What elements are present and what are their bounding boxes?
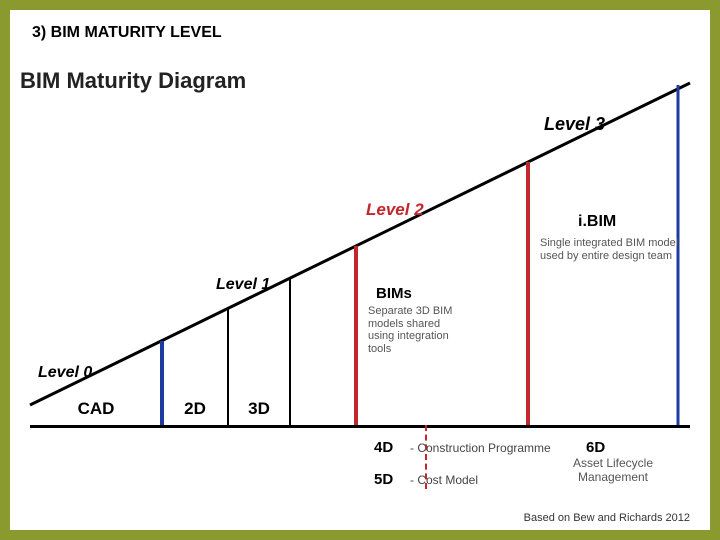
row-label-5d: 5D <box>374 471 393 488</box>
stage-desc-0: Separate 3D BIMmodels sharedusing integr… <box>368 305 518 356</box>
baseline <box>30 425 690 428</box>
slide-heading-text: 3) BIM MATURITY LEVEL <box>32 24 222 41</box>
level-label-2: Level 2 <box>366 200 424 220</box>
slide-frame: 3) BIM MATURITY LEVEL BIM Maturity Diagr… <box>0 0 720 540</box>
stage-desc-1: Single integrated BIM modelused by entir… <box>540 237 720 262</box>
diagram-title-text: BIM Maturity Diagram <box>20 68 246 93</box>
divider-0 <box>160 105 164 495</box>
divider-2 <box>289 105 291 495</box>
credit-text-content: Based on Bew and Richards 2012 <box>524 512 690 524</box>
diagonal-line-svg <box>30 105 690 495</box>
stage-title-0: BIMs <box>376 285 412 302</box>
row-label-4d: 4D <box>374 439 393 456</box>
divider-4 <box>526 105 530 495</box>
credit-text: Based on Bew and Richards 2012 <box>524 512 690 524</box>
level-label-0: Level 0 <box>38 364 92 382</box>
level-label-1: Level 1 <box>216 276 270 294</box>
level-label-3: Level 3 <box>544 114 605 135</box>
bim-maturity-diagram: Level 0 Level 1 Level 2 Level 3 BIMs i.BIM Sep… <box>30 105 690 495</box>
row-desc-4d: - Construction Programme <box>410 441 551 455</box>
divider-3 <box>354 105 358 495</box>
category-3d: 3D <box>229 399 289 419</box>
category-2d: 2D <box>165 399 225 419</box>
divider-1 <box>227 105 229 495</box>
diagram-title: BIM Maturity Diagram <box>20 68 246 94</box>
category-cad: CAD <box>66 399 126 419</box>
row-desc-5d: - Cost Model <box>410 473 478 487</box>
row-desc-6d: Asset LifecycleManagement <box>548 457 678 485</box>
stage-title-1: i.BIM <box>578 213 616 231</box>
row-label-6d: 6D <box>586 439 605 456</box>
slide-heading: 3) BIM MATURITY LEVEL <box>32 24 222 42</box>
